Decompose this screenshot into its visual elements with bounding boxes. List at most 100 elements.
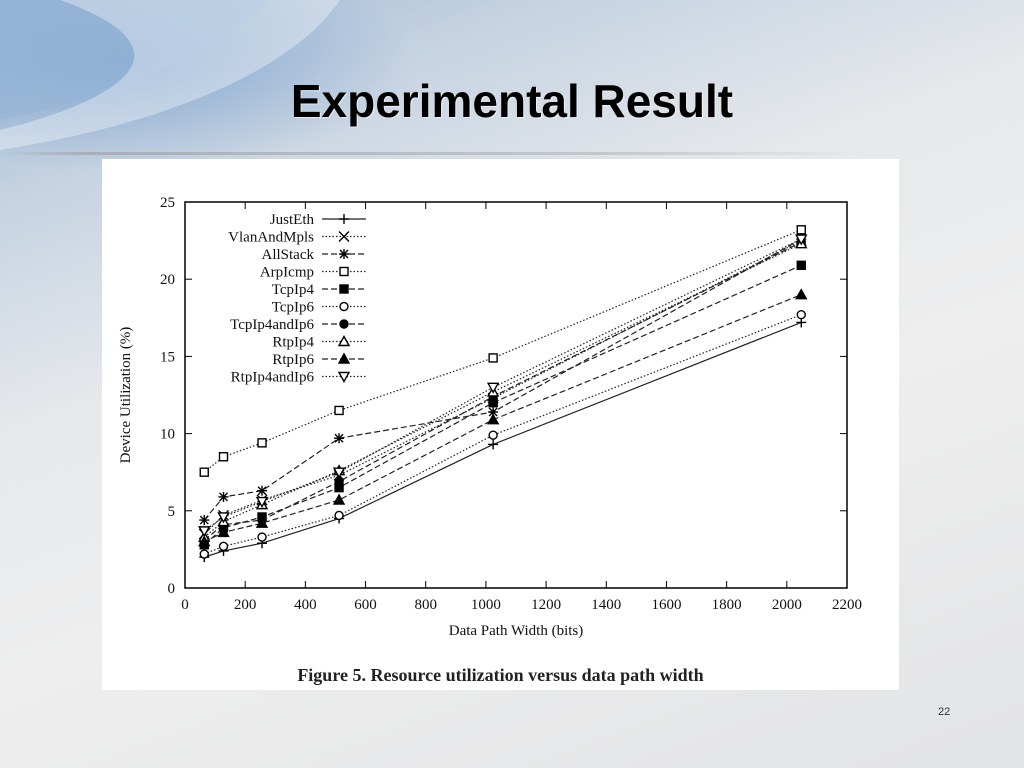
- data-point: [486, 382, 500, 394]
- data-point: [198, 526, 211, 538]
- y-tick-label: 15: [160, 349, 175, 365]
- x-tick-label: 1000: [471, 597, 501, 613]
- legend-label: RtpIp6: [272, 352, 314, 368]
- x-tick-label: 2000: [772, 597, 802, 613]
- data-point: [337, 371, 351, 383]
- data-point: [217, 512, 230, 524]
- y-axis-label: Device Utilization (%): [118, 327, 134, 464]
- series-rtpip6: [198, 288, 808, 547]
- legend-item: RtpIp4: [272, 335, 366, 351]
- series-line: [203, 294, 802, 543]
- x-tick-label: 1200: [531, 597, 561, 613]
- data-point: [337, 352, 351, 364]
- axis-ticks: 0 200 400 600 800 1000 1200 1400 1600 1800 2000 220…: [160, 195, 862, 613]
- legend-item: AllStack: [262, 247, 366, 263]
- data-point: [198, 535, 211, 547]
- series-line: [204, 314, 802, 555]
- series-line: [203, 229, 802, 473]
- data-point: [796, 310, 806, 320]
- data-point: [332, 493, 346, 505]
- data-point: [257, 485, 268, 496]
- title-divider: [0, 152, 860, 155]
- x-tick-label: 0: [181, 597, 189, 613]
- data-point: [339, 249, 349, 259]
- data-point: [257, 532, 267, 542]
- data-point: [334, 476, 344, 487]
- data-point: [334, 510, 344, 521]
- legend-label: ArpIcmp: [260, 265, 314, 281]
- data-point: [795, 288, 808, 300]
- legend-label: TcpIp6: [272, 300, 315, 316]
- header-swoosh: [0, 0, 340, 150]
- series-rtpip4andip6: [198, 234, 808, 538]
- slide-title: Experimental Result: [290, 75, 734, 127]
- data-point: [338, 231, 350, 242]
- legend-label: JustEth: [270, 212, 315, 228]
- data-point: [199, 515, 210, 526]
- line-chart: 0 200 400 600 800 1000 1200 1400 1600 1800 2000 220…: [118, 195, 862, 639]
- data-point: [199, 549, 209, 559]
- data-point: [339, 266, 349, 277]
- legend-item: RtpIp6: [272, 352, 366, 368]
- data-point: [218, 452, 229, 462]
- y-tick-label: 5: [168, 504, 176, 520]
- legend-item: TcpIp4andIp6: [230, 317, 366, 333]
- data-point: [796, 260, 806, 271]
- data-point: [795, 234, 808, 246]
- figure-caption: Figure 5. Resource utilization versus da…: [297, 665, 704, 685]
- data-point: [488, 439, 499, 450]
- legend-label: AllStack: [262, 247, 315, 263]
- series-layer: [198, 225, 808, 563]
- data-point: [488, 430, 498, 440]
- legend-label: TcpIp4andIp6: [230, 317, 314, 333]
- data-point: [217, 525, 230, 538]
- data-point: [337, 335, 351, 347]
- data-point: [218, 491, 229, 502]
- data-point: [255, 516, 269, 528]
- x-tick-label: 400: [294, 597, 317, 613]
- series-allstack: [199, 234, 807, 526]
- series-arpicmp: [199, 225, 806, 477]
- data-point: [257, 438, 267, 448]
- legend-label: VlanAndMpls: [228, 230, 314, 246]
- legend-item: RtpIp4andIp6: [231, 370, 366, 386]
- data-point: [199, 467, 209, 477]
- y-tick-label: 0: [168, 581, 176, 597]
- x-tick-label: 200: [234, 597, 257, 613]
- data-point: [339, 284, 349, 294]
- x-tick-label: 1400: [591, 597, 621, 613]
- data-point: [486, 413, 500, 425]
- data-point: [339, 319, 349, 329]
- series-line: [203, 243, 802, 538]
- series-line: [203, 238, 802, 532]
- data-point: [332, 467, 346, 479]
- data-point: [339, 301, 349, 312]
- y-tick-label: 10: [160, 427, 175, 443]
- legend-label: RtpIp4: [272, 335, 314, 351]
- legend-item: ArpIcmp: [260, 265, 366, 281]
- data-point: [488, 353, 498, 363]
- data-point: [334, 433, 345, 444]
- data-point: [339, 214, 349, 224]
- data-point: [334, 405, 344, 416]
- x-tick-label: 2200: [832, 597, 862, 613]
- legend-item: VlanAndMpls: [228, 230, 366, 246]
- legend-item: TcpIp6: [272, 300, 366, 316]
- slide-number: 22: [938, 706, 951, 718]
- data-point: [218, 541, 229, 552]
- plot-frame: [184, 201, 848, 589]
- series-tcpip6: [199, 310, 806, 559]
- x-axis-label: Data Path Width (bits): [449, 623, 584, 639]
- x-tick-label: 600: [354, 597, 377, 613]
- legend-item: TcpIp4: [272, 282, 366, 298]
- legend-label: RtpIp4andIp6: [231, 370, 315, 386]
- data-point: [255, 496, 269, 508]
- x-tick-label: 1600: [651, 597, 681, 613]
- y-tick-label: 20: [160, 272, 175, 288]
- y-tick-label: 25: [160, 195, 175, 211]
- x-tick-label: 1800: [712, 597, 742, 613]
- series-line: [204, 321, 802, 558]
- legend-label: TcpIp4: [272, 282, 315, 298]
- figure-panel: 0 200 400 600 800 1000 1200 1400 1600 1800 2000 220…: [102, 159, 899, 690]
